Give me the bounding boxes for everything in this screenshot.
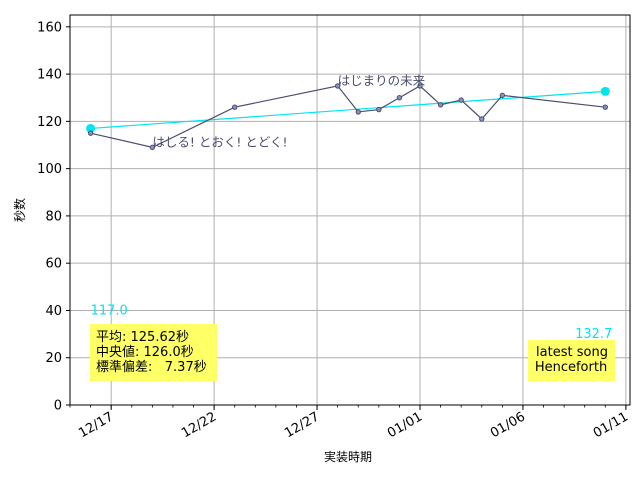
y-tick-label: 0 — [54, 399, 62, 414]
x-tick-label: 12/17 — [76, 409, 116, 441]
y-tick-label: 160 — [37, 20, 62, 35]
x-tick-label: 01/01 — [385, 409, 425, 441]
series-layer — [86, 83, 610, 151]
trend-start-label: 117.0 — [91, 303, 128, 318]
song-length-point — [149, 144, 156, 151]
x-tick-label: 12/22 — [179, 409, 219, 441]
song-length-point — [602, 104, 608, 110]
x-axis-label: 実装時期 — [324, 449, 372, 464]
stats-box-bg — [90, 324, 217, 381]
y-tick-label: 100 — [37, 162, 62, 177]
grid — [70, 15, 630, 406]
latest-title: Henceforth — [535, 360, 607, 375]
plot-frame — [69, 14, 631, 406]
latest-label: latest song — [536, 345, 608, 360]
latest-box-bg — [528, 340, 615, 381]
y-tick-label: 40 — [45, 304, 62, 319]
song-length-point — [355, 109, 361, 115]
y-axis-label: 秒数 — [12, 198, 27, 222]
y-tick-label: 80 — [45, 209, 62, 224]
song-length-point — [499, 92, 506, 99]
x-tick-label: 12/27 — [282, 409, 322, 441]
song-length-point — [87, 130, 94, 136]
max-song-annotation: はじまりの未来 — [338, 73, 426, 88]
y-tick-label: 20 — [45, 351, 62, 366]
stats-median: 中央値: 126.0秒 — [96, 344, 194, 360]
y-tick-label: 60 — [45, 257, 62, 272]
song-length-point — [417, 83, 423, 89]
stats-box: 平均: 125.62秒 中央値: 126.0秒 標準偏差: 7.37秒 — [90, 324, 217, 381]
y-tick-label: 140 — [37, 68, 62, 83]
x-tick-label: 01/06 — [488, 409, 528, 441]
stats-stdev: 標準偏差: 7.37秒 — [96, 359, 207, 375]
song-length-point — [232, 104, 238, 110]
song-length-point — [479, 116, 485, 122]
trend-point — [86, 123, 96, 133]
song-length-point — [458, 97, 464, 103]
latest-song-box: latest song Henceforth — [528, 340, 615, 381]
song-length-point — [376, 106, 382, 113]
song-length-point — [396, 95, 403, 101]
song-length-point — [437, 102, 444, 108]
trend-line — [90, 90, 606, 130]
y-tick-label: 120 — [37, 115, 62, 130]
song-length-point — [334, 83, 341, 89]
stats-mean: 平均: 125.62秒 — [96, 330, 189, 345]
trend-point — [600, 86, 610, 96]
trend-end-label: 132.7 — [575, 327, 612, 342]
x-tick-label: 01/11 — [591, 409, 631, 441]
min-song-annotation: はしる! とおく! とどく! — [152, 134, 287, 149]
